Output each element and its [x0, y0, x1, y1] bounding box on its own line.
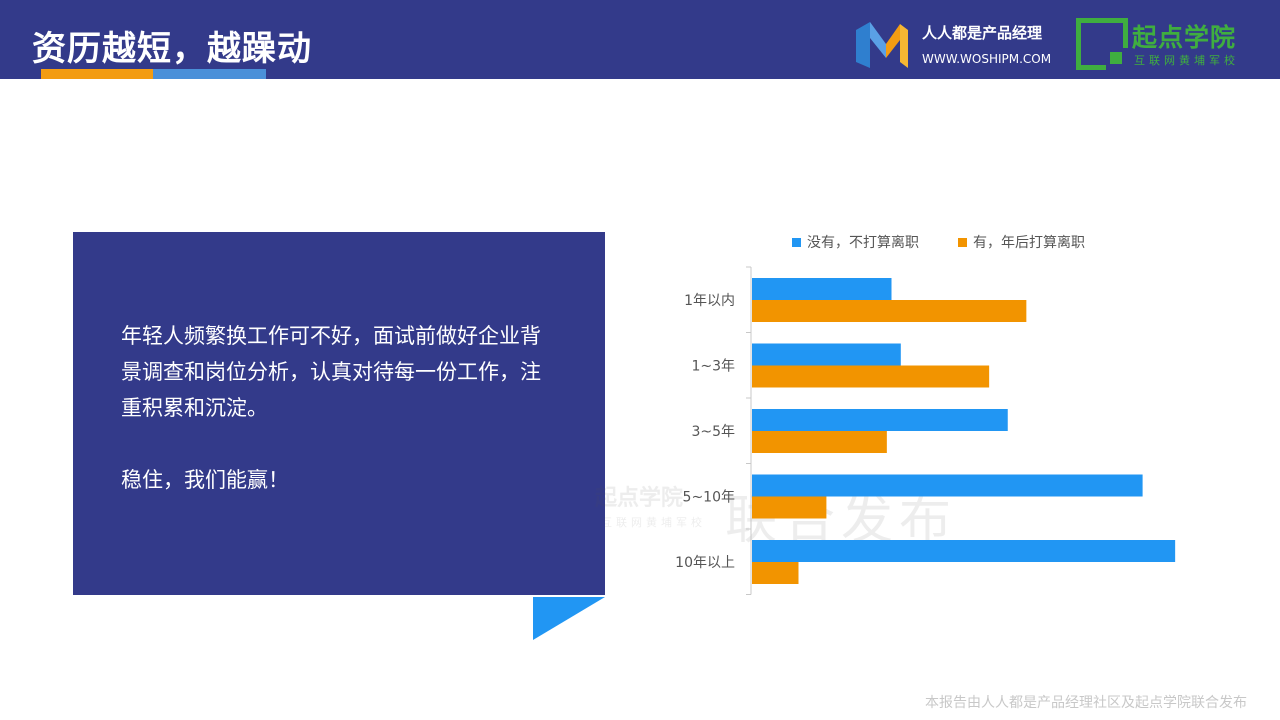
legend-swatch-1 — [792, 238, 801, 247]
watermark-small-subtext: 互联网黄埔军校 — [601, 516, 706, 529]
woshipm-logo-icon — [856, 22, 908, 68]
header-bar: 资历越短，越躁动 人人都是产品经理 WWW.WOSHIPM.COM 起点学院 互… — [0, 0, 1280, 79]
insight-paragraph: 年轻人频繁换工作可不好，面试前做好企业背景调查和岗位分析，认真对待每一份工作，注… — [121, 324, 541, 420]
tenure-resignation-bar-chart: 没有，不打算离职 有，年后打算离职 1年以内 1~3年 3~5年 5~10年 10年以上 — [675, 234, 1176, 595]
card-corner-triangle — [533, 597, 605, 640]
bar-series-2 — [752, 431, 887, 453]
category-label: 5~10年 — [683, 489, 735, 505]
insight-text: 年轻人频繁换工作可不好，面试前做好企业背景调查和岗位分析，认真对待每一份工作，注… — [121, 318, 561, 498]
bar-series-2 — [752, 365, 990, 388]
bar-series-2 — [752, 300, 1027, 322]
qidian-logo-icon — [1076, 18, 1128, 70]
logo1-url: WWW.WOSHIPM.COM — [922, 52, 1052, 66]
category-label: 3~5年 — [691, 424, 735, 440]
title-accent-blue — [153, 69, 266, 79]
bar-series-1 — [752, 474, 1143, 497]
page-title: 资历越短，越躁动 — [32, 29, 312, 69]
insight-slogan: 稳住，我们能赢！ — [121, 468, 289, 492]
legend-label-2: 有，年后打算离职 — [973, 234, 1085, 251]
bar-series-1 — [752, 409, 1008, 431]
bar-series-1 — [752, 343, 901, 366]
bar-series-1 — [752, 278, 892, 300]
bar-series-2 — [752, 562, 799, 584]
footer-credit: 本报告由人人都是产品经理社区及起点学院联合发布 — [925, 695, 1247, 711]
bar-series-2 — [752, 496, 827, 519]
category-label: 10年以上 — [675, 555, 735, 571]
watermark-small-text: 起点学院 — [595, 486, 684, 511]
legend-label-1: 没有，不打算离职 — [807, 234, 919, 251]
legend-swatch-2 — [958, 238, 967, 247]
logo1-name: 人人都是产品经理 — [922, 24, 1043, 42]
bar-series-1 — [752, 540, 1176, 562]
logo2-name: 起点学院 — [1132, 23, 1237, 52]
title-accent-orange — [41, 69, 153, 79]
category-label: 1年以内 — [684, 293, 735, 309]
logo2-subtitle: 互联网黄埔军校 — [1134, 54, 1239, 67]
category-label: 1~3年 — [691, 358, 735, 374]
insight-card: 年轻人频繁换工作可不好，面试前做好企业背景调查和岗位分析，认真对待每一份工作，注… — [73, 232, 605, 595]
